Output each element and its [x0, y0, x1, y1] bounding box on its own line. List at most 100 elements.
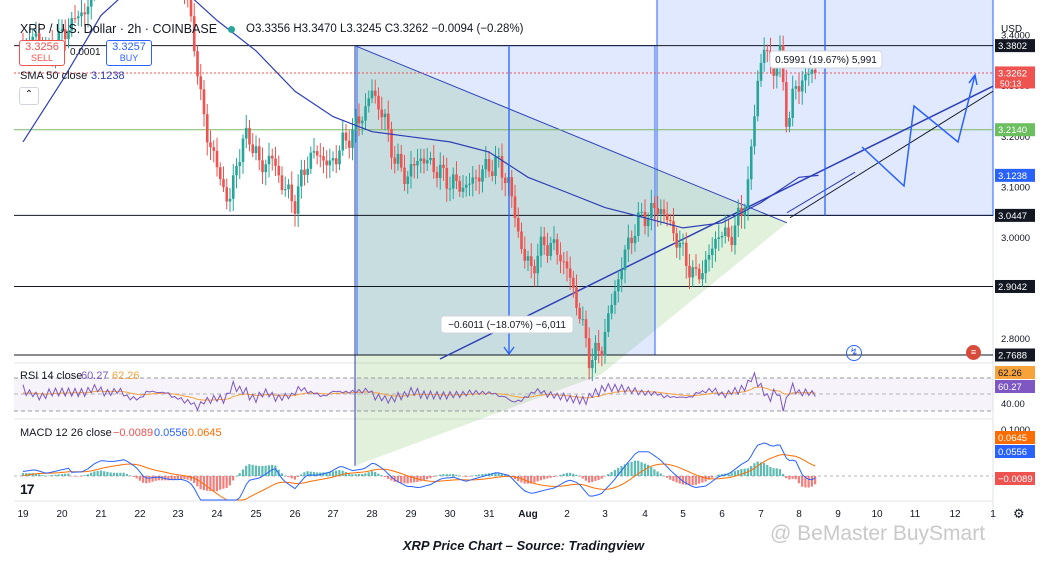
macd-bar	[176, 476, 179, 480]
candle-body	[37, 33, 41, 47]
candle-body	[328, 160, 332, 166]
macd-bar	[730, 472, 733, 476]
replay-icon[interactable]: ↯	[846, 345, 862, 361]
macd-bar	[442, 474, 445, 476]
time-tick-label: 31	[483, 509, 495, 520]
rsi-axis-label: 40.00	[1001, 399, 1025, 410]
macd-bar	[448, 474, 451, 476]
projection-arrowhead	[968, 73, 978, 86]
candle-body	[497, 156, 501, 158]
candle-body	[743, 208, 747, 216]
buy-button[interactable]: 3.3257 BUY	[106, 40, 152, 66]
macd-legend-label[interactable]: MACD 12 26 close	[20, 427, 112, 439]
candle-body	[432, 158, 436, 173]
candle-body	[794, 86, 798, 89]
candle-body	[788, 117, 791, 127]
candle-body	[406, 176, 410, 184]
macd-bar	[756, 461, 759, 476]
macd-bar	[471, 475, 474, 477]
candle-body	[425, 160, 429, 164]
settings-gear-icon[interactable]: ⚙	[1013, 506, 1025, 521]
macd-bar	[328, 472, 331, 476]
candle-body	[416, 161, 419, 166]
macd-bar	[707, 476, 710, 480]
collapse-legend-button[interactable]: ⌃	[19, 87, 39, 105]
macd-bar	[688, 476, 691, 485]
candle-body	[562, 261, 566, 263]
candle-body	[338, 150, 341, 165]
macd-bar	[659, 473, 662, 476]
chart-caption: XRP Price Chart – Source: Tradingview	[402, 538, 645, 553]
candle-body	[603, 331, 607, 356]
macd-bar	[122, 472, 125, 476]
sma-legend-label[interactable]: SMA 50 close	[20, 70, 88, 82]
candle-body	[399, 153, 403, 168]
candle-body	[797, 86, 801, 92]
macd-bar	[212, 476, 215, 492]
macd-bar	[565, 472, 568, 476]
rsi-tag-2-label: 60.27	[998, 382, 1022, 393]
macd-bar	[60, 474, 63, 476]
macd-bar	[617, 467, 620, 476]
price-tick-label: 3.4000	[1001, 31, 1030, 42]
macd-bar	[83, 475, 86, 476]
macd-bar	[653, 469, 656, 476]
candle-body	[490, 171, 494, 176]
macd-bar	[769, 467, 772, 476]
macd-bar	[93, 471, 96, 476]
candle-body	[675, 233, 678, 248]
candle-body	[800, 80, 804, 92]
measure-up-label-box	[769, 50, 883, 69]
macd-bar	[400, 476, 403, 483]
time-tick-label: 27	[327, 509, 339, 520]
candle-body	[584, 319, 588, 339]
candle-body	[581, 319, 585, 321]
candle-body	[341, 132, 345, 151]
candle-body	[613, 291, 617, 305]
candle-body	[322, 156, 325, 161]
projection-zigzag	[861, 74, 976, 188]
macd-bar	[51, 475, 54, 476]
macd-bar	[325, 472, 328, 476]
candle-body	[409, 164, 413, 177]
candle-body	[484, 159, 488, 170]
candle-body	[257, 146, 261, 161]
macd-bar	[261, 465, 264, 476]
candle-body	[533, 266, 536, 274]
time-tick-label: 2	[564, 509, 570, 520]
macd-bar	[814, 476, 817, 485]
candle-body	[520, 231, 523, 249]
candle-body	[464, 184, 468, 188]
macd-bar	[452, 474, 455, 476]
macd-bar	[778, 469, 781, 476]
rsi-line	[22, 371, 816, 412]
rsi-tag-1	[995, 366, 1035, 379]
macd-bar	[377, 473, 380, 476]
candle-body	[199, 76, 203, 90]
macd-bar	[70, 476, 73, 477]
macd-bar	[694, 476, 697, 485]
flag-icon[interactable]: ≡	[966, 345, 981, 360]
macd-bar	[788, 476, 791, 480]
measure-up-label: 0.5991 (19.67%) 5,991	[769, 50, 883, 69]
macd-bar	[47, 475, 50, 477]
macd-bar	[597, 476, 600, 480]
candle-body	[494, 156, 497, 176]
rsi-legend-label[interactable]: RSI 14 close	[20, 370, 83, 382]
candle-body	[559, 254, 562, 262]
candle-body	[209, 142, 212, 148]
macd-bar	[591, 476, 594, 483]
symbol-title[interactable]: XRP / U.S. Dollar · 2h · COINBASE	[20, 22, 218, 36]
currency-label[interactable]: USD	[1001, 24, 1023, 35]
macd-bar	[387, 476, 390, 479]
candle-body	[283, 189, 287, 191]
candle-body	[309, 152, 313, 169]
macd-bar	[145, 476, 148, 484]
measure-down-text: −0.6011 (−18.07%) −6,011	[448, 320, 566, 331]
candle-body	[572, 277, 575, 288]
candle-body	[791, 88, 794, 118]
measure-down-box	[356, 45, 656, 356]
macd-bar	[801, 476, 804, 487]
sell-button[interactable]: 3.3256 SELL	[19, 40, 65, 66]
